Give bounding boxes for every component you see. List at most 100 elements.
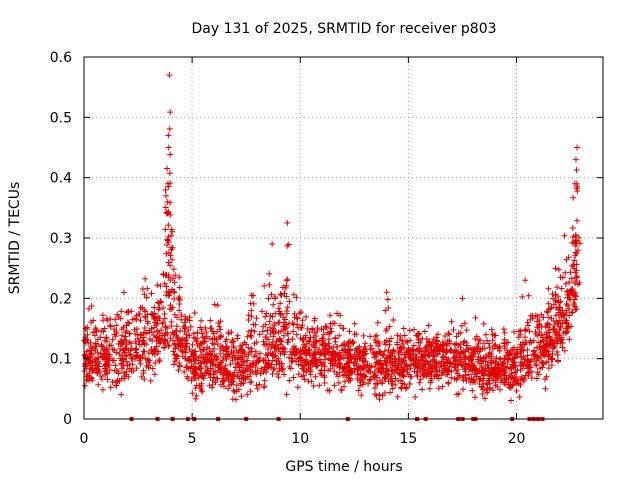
data-point xyxy=(248,327,255,334)
data-point xyxy=(448,374,455,381)
data-point xyxy=(221,377,228,384)
data-point xyxy=(156,315,163,322)
data-point xyxy=(474,343,481,350)
data-point xyxy=(217,326,224,333)
data-point xyxy=(426,352,433,359)
data-point xyxy=(357,377,364,384)
data-point xyxy=(244,373,251,380)
data-point xyxy=(137,332,144,339)
data-point-peak xyxy=(163,250,170,257)
data-point xyxy=(247,300,254,307)
data-point xyxy=(486,349,493,356)
data-point xyxy=(123,353,130,360)
data-point xyxy=(555,293,562,300)
data-point-peak xyxy=(282,325,289,332)
data-point xyxy=(192,348,199,355)
data-point xyxy=(86,360,93,367)
data-point xyxy=(555,357,562,364)
data-point xyxy=(306,329,313,336)
data-point xyxy=(540,344,547,351)
data-point xyxy=(237,380,244,387)
data-point xyxy=(312,357,319,364)
data-point xyxy=(480,340,487,347)
data-point xyxy=(123,368,130,375)
data-point xyxy=(535,339,542,346)
data-point xyxy=(492,379,499,386)
data-point xyxy=(234,335,241,342)
data-point xyxy=(211,301,218,308)
data-point xyxy=(212,379,219,386)
data-point xyxy=(314,327,321,334)
data-point-peak xyxy=(168,226,175,233)
data-point xyxy=(327,365,334,372)
data-point xyxy=(564,302,571,309)
data-point xyxy=(335,351,342,358)
data-point-peak xyxy=(266,270,273,277)
data-point xyxy=(121,336,128,343)
data-point xyxy=(141,306,148,313)
data-point xyxy=(251,328,258,335)
data-point xyxy=(413,332,420,339)
y-tick-label: 0.2 xyxy=(50,291,72,307)
data-point xyxy=(173,332,180,339)
data-point xyxy=(172,272,179,279)
data-point xyxy=(489,368,496,375)
data-point xyxy=(101,347,108,354)
data-point xyxy=(250,292,257,299)
data-point xyxy=(106,367,113,374)
data-point xyxy=(268,291,275,298)
data-point xyxy=(351,320,358,327)
data-point xyxy=(124,319,131,326)
data-point xyxy=(335,359,342,366)
data-point xyxy=(398,361,405,368)
data-point xyxy=(260,384,267,391)
data-point xyxy=(444,371,451,378)
data-point xyxy=(317,350,324,357)
data-point xyxy=(427,371,434,378)
data-point-peak xyxy=(166,72,173,79)
data-point xyxy=(446,331,453,338)
data-point xyxy=(313,357,320,364)
data-point xyxy=(223,336,230,343)
data-point xyxy=(376,377,383,384)
data-point xyxy=(281,371,288,378)
data-point xyxy=(389,348,396,355)
data-point-peak xyxy=(522,326,529,333)
data-point xyxy=(141,325,148,332)
data-point xyxy=(335,379,342,386)
data-point xyxy=(93,343,100,350)
data-point xyxy=(178,340,185,347)
data-point xyxy=(511,329,518,336)
data-point xyxy=(109,346,116,353)
data-point xyxy=(203,351,210,358)
data-point xyxy=(157,282,164,289)
data-point xyxy=(188,358,195,365)
data-point xyxy=(491,342,498,349)
data-point xyxy=(107,316,114,323)
data-point xyxy=(559,339,566,346)
data-point xyxy=(250,321,257,328)
data-point xyxy=(565,323,572,330)
data-point xyxy=(300,336,307,343)
data-point xyxy=(176,296,183,303)
data-point xyxy=(564,328,571,335)
data-point xyxy=(412,394,419,401)
data-point xyxy=(320,326,327,333)
data-point xyxy=(479,390,486,397)
data-point xyxy=(88,343,95,350)
data-point xyxy=(552,291,559,298)
data-point xyxy=(269,370,276,377)
data-point xyxy=(171,351,178,358)
data-point xyxy=(329,362,336,369)
data-point-peak xyxy=(573,217,580,224)
data-point xyxy=(158,299,165,306)
data-point xyxy=(272,342,279,349)
data-point xyxy=(425,352,432,359)
data-point-peak xyxy=(383,326,390,333)
data-point xyxy=(442,332,449,339)
data-point xyxy=(178,311,185,318)
data-point-peak xyxy=(459,295,466,302)
data-point xyxy=(149,365,156,372)
data-point xyxy=(360,379,367,386)
data-point-peak xyxy=(162,272,169,279)
